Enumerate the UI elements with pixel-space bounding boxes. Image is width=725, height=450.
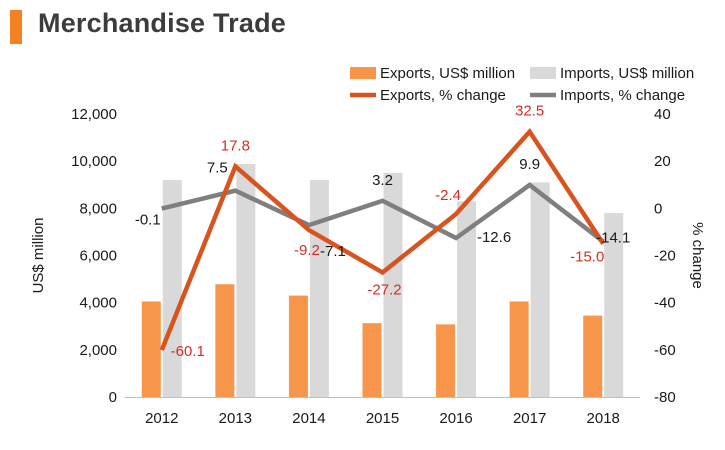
data-label-imports-pct: -0.1: [135, 212, 161, 229]
bar-exports-2013: [215, 284, 235, 397]
bar-exports-2018: [583, 315, 603, 397]
page-title: Merchandise Trade: [38, 8, 286, 38]
title-accent-bar: [10, 10, 22, 44]
data-label-exports-pct: -9.2: [294, 242, 320, 259]
bar-imports-2012: [162, 180, 182, 397]
data-label-imports-pct: 7.5: [207, 160, 228, 177]
data-label-exports-pct: -27.2: [367, 281, 401, 298]
data-labels-layer: -60.1 17.8 -9.2 -27.2 -2.4 32.5 -15.0 -0.1 7.5 -7…: [135, 103, 630, 360]
y-left-tick-label: 4,000: [79, 295, 117, 312]
data-label-imports-pct: -12.6: [477, 229, 511, 246]
legend-exports-usd-swatch: [350, 67, 376, 79]
bar-exports-2015: [362, 323, 382, 397]
legend-exports-pct-label: Exports, % change: [380, 87, 506, 104]
data-label-imports-pct: -14.1: [596, 230, 630, 247]
bar-imports-2017: [530, 182, 550, 397]
legend-imports-pct-label: Imports, % change: [560, 87, 685, 104]
line-imports-pct-change: [161, 182, 605, 244]
bar-imports-2013: [236, 163, 256, 397]
y-right-tick-label: -20: [654, 248, 676, 265]
x-tick-label: 2016: [439, 410, 472, 427]
y-left-tick-label: 2,000: [79, 342, 117, 359]
x-tick-label: 2012: [145, 410, 178, 427]
y-left-tick-label: 0: [109, 389, 117, 406]
bars-layer: [141, 163, 624, 397]
y-left-tick-label: 12,000: [71, 106, 117, 123]
bar-exports-2012: [141, 301, 161, 397]
axes-layer: 0 2,000 4,000 6,000 8,000 10,000 12,000 -80 -60 -…: [30, 106, 706, 427]
legend-imports-usd-label: Imports, US$ million: [560, 65, 694, 82]
data-label-imports-pct: 9.9: [519, 156, 540, 173]
x-tick-label: 2013: [219, 410, 252, 427]
line-exports-pct-change: [159, 128, 606, 351]
data-label-exports-pct: -2.4: [435, 187, 461, 204]
bar-exports-2014: [288, 295, 308, 397]
y-left-tick-label: 10,000: [71, 153, 117, 170]
lines-layer: [159, 128, 606, 351]
bar-imports-2015: [383, 172, 403, 397]
x-tick-label: 2015: [366, 410, 399, 427]
x-tick-label: 2018: [587, 410, 620, 427]
bar-imports-2018: [604, 213, 624, 397]
bar-imports-2016: [457, 201, 477, 397]
data-label-exports-pct: 17.8: [221, 137, 250, 154]
data-label-imports-pct: -7.1: [320, 243, 346, 260]
legend: Exports, US$ million Imports, US$ million…: [350, 65, 694, 104]
bar-exports-2017: [509, 301, 529, 397]
x-tick-label: 2017: [513, 410, 546, 427]
data-label-exports-pct: 32.5: [515, 103, 544, 120]
data-label-exports-pct: -15.0: [570, 249, 604, 266]
y-left-axis-title: US$ million: [30, 218, 47, 294]
y-right-tick-label: -80: [654, 389, 676, 406]
bar-imports-2014: [309, 180, 329, 397]
y-right-tick-label: 20: [654, 153, 671, 170]
y-right-axis-title: % change: [689, 222, 706, 289]
bar-exports-2016: [436, 324, 456, 397]
y-right-tick-label: 40: [654, 106, 671, 123]
data-label-imports-pct: 3.2: [372, 172, 393, 189]
y-left-tick-label: 8,000: [79, 200, 117, 217]
data-label-exports-pct: -60.1: [171, 343, 205, 360]
legend-imports-usd-swatch: [530, 67, 556, 79]
y-right-tick-label: 0: [654, 200, 662, 217]
y-right-tick-label: -40: [654, 295, 676, 312]
legend-exports-usd-label: Exports, US$ million: [380, 65, 515, 82]
y-left-tick-label: 6,000: [79, 248, 117, 265]
y-right-tick-label: -60: [654, 342, 676, 359]
x-tick-label: 2014: [292, 410, 325, 427]
